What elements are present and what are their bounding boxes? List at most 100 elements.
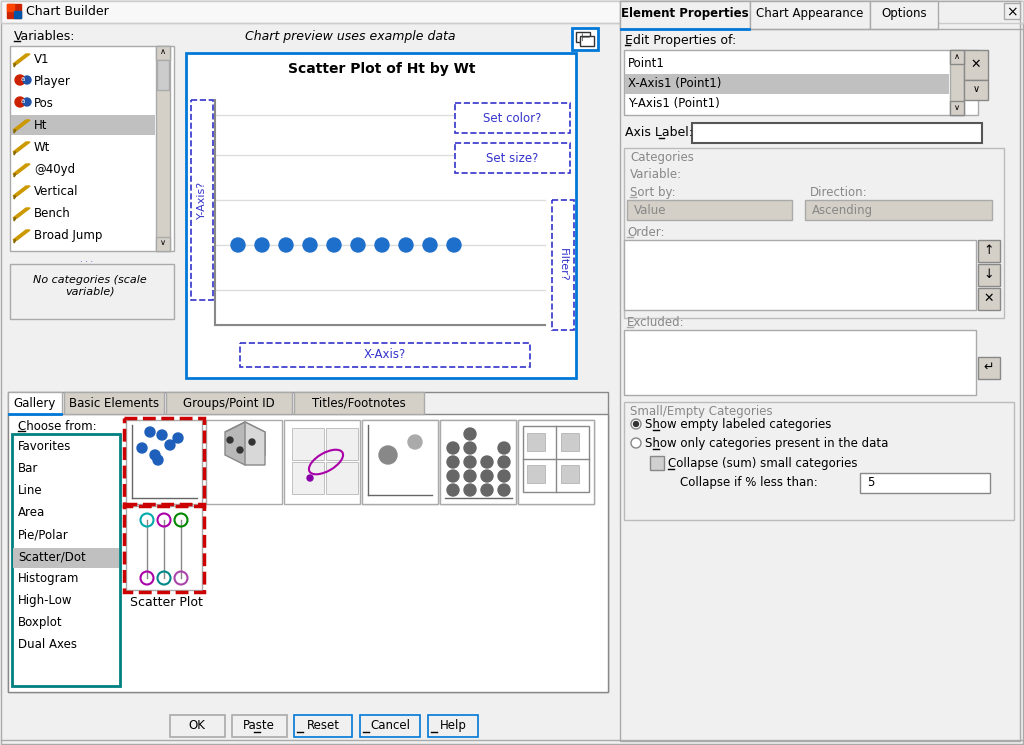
Text: Small/Empty Categories: Small/Empty Categories <box>630 405 773 418</box>
Polygon shape <box>13 208 30 218</box>
Text: ✕: ✕ <box>971 58 981 71</box>
Circle shape <box>379 446 397 464</box>
Bar <box>561 433 579 451</box>
Bar <box>428 715 478 737</box>
Bar <box>950 50 964 64</box>
Circle shape <box>23 76 31 84</box>
Bar <box>8 392 62 414</box>
Bar <box>805 200 992 220</box>
Circle shape <box>279 238 293 252</box>
Circle shape <box>145 427 155 437</box>
Text: Axis Label:: Axis Label: <box>625 126 693 139</box>
Circle shape <box>464 442 476 454</box>
Bar <box>625 74 949 94</box>
Text: Ht: Ht <box>34 119 47 132</box>
Bar <box>624 50 978 115</box>
Text: Histogram: Histogram <box>18 572 80 585</box>
Text: Wt: Wt <box>34 141 50 154</box>
Text: Filter?: Filter? <box>558 248 568 282</box>
Bar <box>326 462 358 494</box>
Circle shape <box>231 238 245 252</box>
Bar <box>294 392 424 414</box>
Bar <box>575 32 590 42</box>
Bar <box>126 420 202 504</box>
Text: ✕: ✕ <box>984 292 994 305</box>
Circle shape <box>464 456 476 468</box>
Circle shape <box>447 442 459 454</box>
Circle shape <box>23 98 31 106</box>
Circle shape <box>408 435 422 449</box>
Text: Scatter Plot: Scatter Plot <box>130 596 203 609</box>
Bar <box>10 264 174 319</box>
Bar <box>750 1 870 29</box>
Circle shape <box>464 428 476 440</box>
Text: Ascending: Ascending <box>812 204 873 217</box>
Polygon shape <box>13 54 30 64</box>
Bar <box>126 506 202 590</box>
Circle shape <box>498 484 510 496</box>
Circle shape <box>447 238 461 252</box>
Polygon shape <box>13 164 30 174</box>
Circle shape <box>375 238 389 252</box>
Polygon shape <box>13 230 30 240</box>
Bar <box>978 288 1000 310</box>
Text: Options: Options <box>882 7 927 20</box>
Text: Gallery: Gallery <box>13 397 56 410</box>
Bar <box>206 420 282 504</box>
Circle shape <box>447 484 459 496</box>
Circle shape <box>137 443 147 453</box>
Bar <box>440 420 516 504</box>
Bar <box>292 428 324 460</box>
Bar <box>12 434 120 686</box>
Circle shape <box>15 97 25 107</box>
Circle shape <box>464 484 476 496</box>
Bar <box>978 240 1000 262</box>
Text: Collapse (sum) small categories: Collapse (sum) small categories <box>668 457 857 470</box>
Circle shape <box>498 470 510 482</box>
Circle shape <box>399 238 413 252</box>
Circle shape <box>157 430 167 440</box>
Bar <box>552 200 574 330</box>
Text: ↑: ↑ <box>984 244 994 257</box>
Text: Element Properties: Element Properties <box>622 7 749 20</box>
Circle shape <box>249 439 255 445</box>
Text: Scatter/Dot: Scatter/Dot <box>18 550 86 563</box>
Text: ∧: ∧ <box>954 52 961 61</box>
Circle shape <box>173 433 183 443</box>
Text: Favorites: Favorites <box>18 440 72 453</box>
Text: ∨: ∨ <box>160 238 166 247</box>
Text: a: a <box>20 98 26 104</box>
Bar <box>157 60 169 90</box>
Circle shape <box>303 238 317 252</box>
Bar <box>362 420 438 504</box>
Circle shape <box>631 419 641 429</box>
Text: Categories: Categories <box>630 151 694 164</box>
Circle shape <box>481 484 493 496</box>
Bar <box>156 46 170 251</box>
Bar <box>964 80 988 100</box>
Text: V1: V1 <box>34 53 49 66</box>
Bar <box>186 53 575 378</box>
Bar <box>692 123 982 143</box>
Text: Value: Value <box>634 204 667 217</box>
Text: Chart Appearance: Chart Appearance <box>757 7 863 20</box>
Circle shape <box>165 440 175 450</box>
Polygon shape <box>14 130 16 133</box>
Text: No categories (scale
variable): No categories (scale variable) <box>33 275 146 297</box>
Text: OK: OK <box>188 719 206 732</box>
Circle shape <box>634 422 639 426</box>
Bar <box>527 465 545 483</box>
Text: Broad Jump: Broad Jump <box>34 229 102 242</box>
Text: ×: × <box>1007 5 1018 19</box>
Text: Variable:: Variable: <box>630 168 682 181</box>
Text: Show empty labeled categories: Show empty labeled categories <box>645 418 831 431</box>
Bar <box>156 46 170 60</box>
Bar <box>580 36 594 46</box>
Circle shape <box>255 238 269 252</box>
Bar <box>284 420 360 504</box>
Circle shape <box>15 75 25 85</box>
Text: Y-Axis1 (Point1): Y-Axis1 (Point1) <box>628 97 720 110</box>
Bar <box>14 11 22 18</box>
Polygon shape <box>13 186 30 196</box>
Text: Variables:: Variables: <box>14 30 76 43</box>
